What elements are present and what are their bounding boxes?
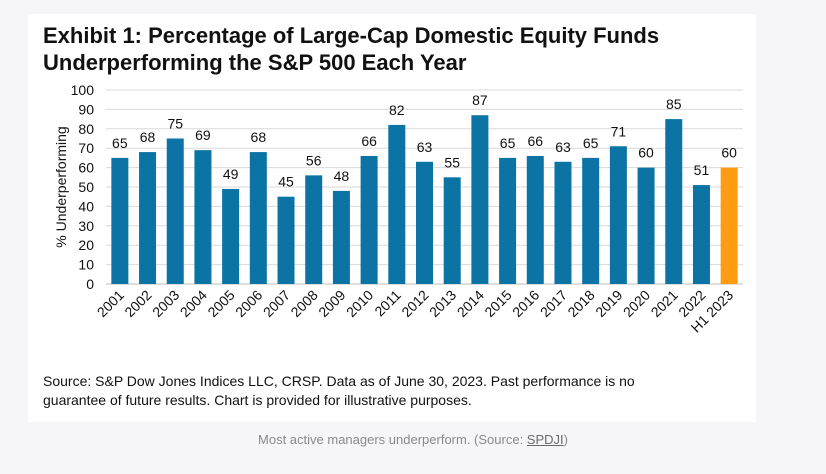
source-link[interactable]: SPDJI [526, 432, 564, 447]
data-label: 56 [306, 152, 322, 168]
x-tick-label: 2004 [177, 287, 210, 320]
x-tick-label: 2008 [287, 287, 320, 320]
x-tick-label: 2014 [454, 287, 487, 320]
data-label: 85 [666, 96, 682, 112]
x-tick-label: 2009 [315, 287, 348, 320]
x-tick-label: 2003 [149, 287, 182, 320]
data-label: 48 [334, 168, 350, 184]
data-label: 69 [195, 127, 211, 143]
x-tick-label: 2010 [343, 287, 376, 320]
data-label: 71 [611, 123, 627, 139]
x-tick-label: 2021 [648, 287, 681, 320]
y-tick-label: 10 [78, 257, 94, 273]
source-line-1: Source: S&P Dow Jones Indices LLC, CRSP.… [43, 373, 635, 389]
y-tick-label: 80 [78, 121, 94, 137]
x-tick-label: 2001 [94, 287, 127, 320]
data-label: 68 [140, 129, 156, 145]
bar [609, 146, 627, 284]
data-label: 45 [278, 174, 294, 190]
x-tick-label: 2020 [620, 287, 653, 320]
y-tick-label: 90 [78, 101, 94, 117]
bar [360, 155, 378, 284]
y-tick-label: 30 [78, 218, 94, 234]
data-label: 87 [472, 92, 488, 108]
x-tick-label: 2011 [371, 287, 404, 320]
data-label: 60 [638, 145, 654, 161]
x-tick-label: 2018 [564, 287, 597, 320]
y-tick-label: 20 [78, 237, 94, 253]
x-tick-label: 2019 [592, 287, 625, 320]
caption-text: Most active managers underperform. (Sour… [258, 432, 527, 447]
data-label: 55 [444, 154, 460, 170]
x-tick-label: 2013 [426, 287, 459, 320]
figure-caption: Most active managers underperform. (Sour… [0, 432, 826, 447]
bar [222, 188, 240, 284]
source-line-2: guarantee of future results. Chart is pr… [43, 392, 472, 408]
y-tick-label: 50 [78, 179, 94, 195]
y-tick-label: 0 [86, 276, 94, 292]
x-tick-label: 2012 [398, 287, 431, 320]
bar [388, 124, 406, 284]
data-label: 60 [721, 145, 737, 161]
bar [526, 155, 544, 284]
data-label: 49 [223, 166, 239, 182]
caption-end: ) [563, 432, 568, 447]
data-label: 66 [361, 133, 377, 149]
x-tick-label: 2017 [537, 287, 570, 320]
bar [692, 185, 710, 284]
x-tick-label: 2016 [509, 287, 542, 320]
data-label: 63 [555, 139, 571, 155]
bar [720, 167, 738, 284]
data-label: 68 [251, 129, 267, 145]
bar [332, 190, 350, 284]
bar [471, 115, 489, 284]
bar [637, 167, 655, 284]
chart-title: Exhibit 1: Percentage of Large-Cap Domes… [43, 22, 743, 76]
x-tick-label: 2006 [232, 287, 265, 320]
bar [582, 157, 600, 284]
y-tick-label: 100 [71, 82, 95, 98]
bar [139, 152, 157, 284]
x-tick-label: 2005 [204, 287, 237, 320]
data-label: 51 [694, 162, 710, 178]
bar [416, 161, 433, 284]
bar [194, 150, 212, 284]
bar [305, 175, 323, 284]
data-label: 65 [500, 135, 516, 151]
bar [443, 177, 461, 284]
bar [249, 152, 267, 284]
bar [166, 138, 184, 284]
y-axis-label: % Underperforming [53, 126, 69, 247]
title-line-2: Underperforming the S&P 500 Each Year [43, 50, 467, 75]
x-tick-label: 2007 [260, 287, 293, 320]
data-label: 82 [389, 102, 405, 118]
y-tick-label: 40 [78, 198, 94, 214]
y-tick-label: 70 [78, 140, 94, 156]
bar [111, 157, 129, 284]
bar [277, 196, 295, 284]
title-line-1: Exhibit 1: Percentage of Large-Cap Domes… [43, 23, 660, 48]
data-label: 75 [167, 116, 183, 132]
data-label: 65 [112, 135, 128, 151]
data-label: 65 [583, 135, 599, 151]
data-label: 63 [417, 139, 433, 155]
bar [499, 157, 517, 284]
bar [665, 119, 683, 284]
y-tick-label: 60 [78, 160, 94, 176]
bar [554, 161, 572, 284]
source-note: Source: S&P Dow Jones Indices LLC, CRSP.… [43, 372, 743, 410]
x-tick-label: 2015 [481, 287, 514, 320]
x-tick-label: 2002 [121, 287, 154, 320]
data-label: 66 [527, 133, 543, 149]
